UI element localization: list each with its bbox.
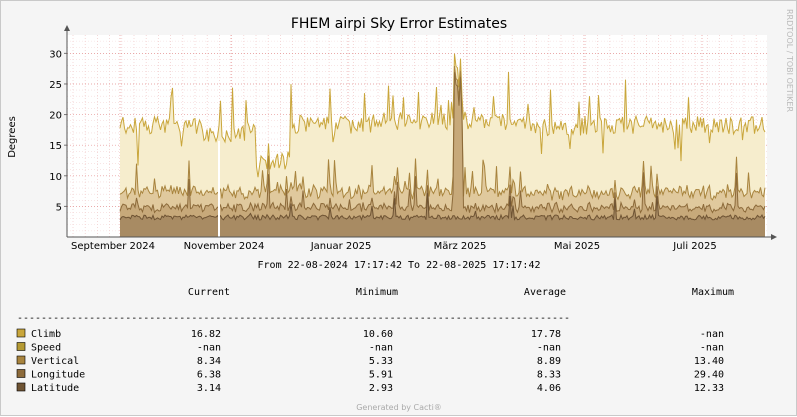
legend-header-average: Average — [524, 287, 566, 298]
y-axis-arrow — [64, 25, 70, 31]
legend-name: Vertical — [31, 356, 79, 367]
legend-swatch-climb — [16, 328, 26, 338]
legend-current: 16.82 — [191, 329, 221, 340]
series-vertical-line — [119, 65, 766, 201]
legend-minimum: 2.93 — [369, 383, 393, 394]
legend-average: -nan — [537, 343, 561, 354]
y-tick-label: 20 — [49, 111, 62, 122]
legend-current: 8.34 — [197, 356, 221, 367]
legend-current: 6.38 — [197, 370, 221, 381]
legend-maximum: 13.40 — [694, 356, 724, 367]
x-tick-label: März 2025 — [434, 241, 487, 252]
legend-average: 17.78 — [531, 329, 561, 340]
rrdtool-watermark: RRDTOOL / TOBI OETIKER — [785, 9, 794, 112]
x-tick-label: Juli 2025 — [672, 241, 716, 252]
legend-average: 8.89 — [537, 356, 561, 367]
legend-name: Speed — [31, 343, 61, 354]
legend-minimum: -nan — [369, 343, 393, 354]
legend-swatch-speed — [16, 342, 26, 351]
legend-maximum: 12.33 — [694, 383, 724, 394]
legend-average: 8.33 — [537, 370, 561, 381]
x-tick-label: November 2024 — [184, 241, 265, 252]
legend-average: 4.06 — [537, 383, 561, 394]
x-tick-label: September 2024 — [71, 241, 155, 252]
legend-name: Longitude — [31, 370, 85, 381]
legend-swatch-vertical — [16, 355, 26, 365]
legend: Climb 16.82 10.60 17.78 -nan Speed -nan -nan -na… — [16, 328, 724, 394]
y-tick-label: 25 — [49, 80, 62, 91]
y-tick-label: 15 — [49, 141, 62, 152]
legend-name: Latitude — [31, 383, 79, 394]
legend-minimum: 10.60 — [363, 329, 393, 340]
y-axis-label: Degrees — [7, 116, 18, 158]
y-tick-label: 30 — [49, 49, 62, 60]
y-tick-label: 5 — [56, 202, 62, 213]
plot-area: 5 10 15 20 25 30 September 2024 November 2024 Ja… — [49, 25, 777, 252]
legend-separator: ----------------------------------------… — [17, 313, 570, 324]
y-tick-label: 10 — [49, 172, 62, 183]
legend-minimum: 5.91 — [369, 370, 393, 381]
time-range-label: From 22-08-2024 17:17:42 To 22-08-2025 1… — [258, 260, 541, 271]
x-tick-label: Januar 2025 — [310, 241, 372, 252]
legend-minimum: 5.33 — [369, 356, 393, 367]
x-axis-arrow — [771, 234, 777, 240]
legend-maximum: -nan — [700, 329, 724, 340]
legend-maximum: -nan — [700, 343, 724, 354]
legend-name: Climb — [31, 329, 61, 340]
footer-generated-by: Generated by Cacti® — [356, 403, 442, 412]
legend-maximum: 29.40 — [694, 370, 724, 381]
chart-title: FHEM airpi Sky Error Estimates — [291, 16, 507, 32]
legend-header-current: Current — [188, 287, 230, 298]
legend-header-minimum: Minimum — [356, 287, 398, 298]
legend-header-maximum: Maximum — [692, 287, 734, 298]
series-latitude-line — [119, 193, 766, 222]
series-longitude-line — [119, 72, 766, 215]
legend-current: -nan — [197, 343, 221, 354]
series-climb-line — [119, 53, 766, 178]
legend-current: 3.14 — [197, 383, 221, 394]
legend-swatch-latitude — [16, 382, 26, 392]
x-tick-label: Mai 2025 — [554, 241, 600, 252]
series-latitude-area — [120, 193, 765, 237]
legend-swatch-longitude — [16, 369, 26, 378]
